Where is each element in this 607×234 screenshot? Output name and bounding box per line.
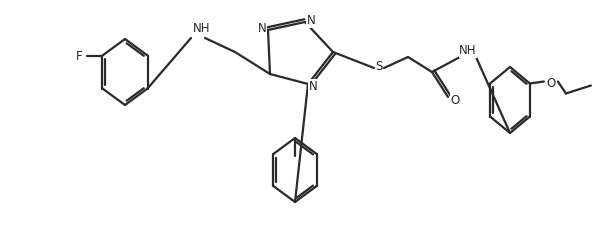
Text: F: F: [76, 50, 83, 63]
Text: O: O: [546, 77, 555, 90]
Text: N: N: [257, 22, 266, 36]
Text: NH: NH: [459, 44, 476, 58]
Text: O: O: [450, 94, 459, 106]
Text: S: S: [375, 61, 382, 73]
Text: NH: NH: [193, 22, 211, 36]
Text: N: N: [308, 80, 317, 92]
Text: N: N: [307, 15, 316, 28]
